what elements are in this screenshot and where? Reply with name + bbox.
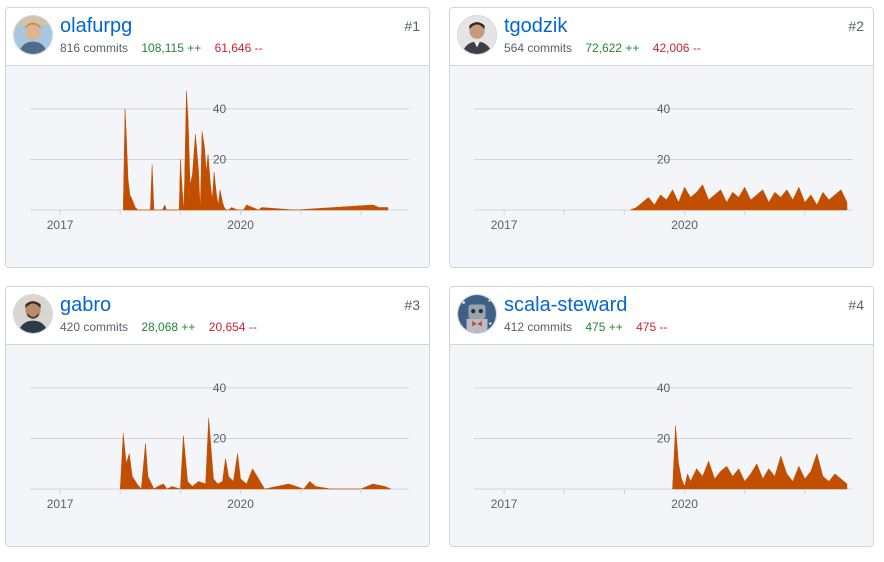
y-tick-label: 20	[213, 152, 227, 166]
contributor-stats: 420 commits 28,068 ++ 20,654 --	[60, 320, 267, 334]
contributor-card: gabro 420 commits 28,068 ++ 20,654 -- #3…	[5, 286, 430, 547]
deletions-count: 42,006 --	[652, 41, 701, 55]
commit-area	[119, 418, 392, 490]
y-tick-label: 20	[657, 431, 671, 445]
card-header: scala-steward 412 commits 475 ++ 475 -- …	[450, 287, 873, 345]
additions-count: 475 ++	[585, 320, 623, 334]
commit-activity-chart: 20 40 2017 2020	[450, 345, 873, 546]
y-tick-label: 40	[657, 381, 671, 395]
avatar-photo-icon	[458, 16, 496, 54]
robot-avatar-icon	[458, 295, 496, 333]
contributor-name-link[interactable]: olafurpg	[60, 15, 133, 37]
y-tick-label: 40	[213, 381, 227, 395]
rank-label: #2	[848, 18, 864, 34]
commit-activity-chart: 20 40 2017 2020	[6, 345, 429, 546]
contributor-stats: 412 commits 475 ++ 475 --	[504, 320, 677, 334]
commit-count[interactable]: 564 commits	[504, 41, 573, 55]
card-header: olafurpg 816 commits 108,115 ++ 61,646 -…	[6, 8, 429, 66]
avatar-photo-icon	[14, 295, 52, 333]
y-tick-label: 20	[657, 152, 671, 166]
x-tick-label: 2017	[491, 218, 518, 232]
contributor-name-link[interactable]: gabro	[60, 294, 112, 316]
additions-count: 72,622 ++	[585, 41, 640, 55]
commit-activity-chart: 20 40 2017 2020	[6, 66, 429, 267]
avatar[interactable]	[457, 15, 497, 55]
contributor-card: scala-steward 412 commits 475 ++ 475 -- …	[449, 286, 874, 547]
contributor-name-link[interactable]: tgodzik	[504, 15, 568, 37]
x-tick-label: 2017	[47, 218, 74, 232]
commit-area	[122, 91, 389, 211]
additions-count: 108,115 ++	[141, 41, 202, 55]
commit-count[interactable]: 816 commits	[60, 41, 129, 55]
card-header: tgodzik 564 commits 72,622 ++ 42,006 -- …	[450, 8, 873, 66]
commit-count[interactable]: 420 commits	[60, 320, 129, 334]
deletions-count: 61,646 --	[214, 41, 263, 55]
rank-label: #3	[404, 297, 420, 313]
contributor-stats: 816 commits 108,115 ++ 61,646 --	[60, 41, 273, 55]
rank-label: #4	[848, 297, 864, 313]
x-tick-label: 2017	[491, 497, 518, 511]
x-tick-label: 2020	[227, 497, 254, 511]
y-tick-label: 40	[213, 102, 227, 116]
x-tick-label: 2020	[671, 497, 698, 511]
contributor-card: olafurpg 816 commits 108,115 ++ 61,646 -…	[5, 7, 430, 268]
x-tick-label: 2020	[671, 218, 698, 232]
y-tick-label: 40	[657, 102, 671, 116]
card-header: gabro 420 commits 28,068 ++ 20,654 -- #3	[6, 287, 429, 345]
rank-label: #1	[404, 18, 420, 34]
deletions-count: 475 --	[636, 320, 668, 334]
commit-area	[672, 425, 848, 490]
deletions-count: 20,654 --	[208, 320, 257, 334]
commit-count[interactable]: 412 commits	[504, 320, 573, 334]
contributor-name-link[interactable]: scala-steward	[504, 294, 628, 316]
avatar[interactable]	[457, 294, 497, 334]
contributor-card: tgodzik 564 commits 72,622 ++ 42,006 -- …	[449, 7, 874, 268]
y-tick-label: 20	[213, 431, 227, 445]
contributor-stats: 564 commits 72,622 ++ 42,006 --	[504, 41, 711, 55]
avatar[interactable]	[13, 294, 53, 334]
commit-area	[630, 184, 848, 211]
x-tick-label: 2017	[47, 497, 74, 511]
x-tick-label: 2020	[227, 218, 254, 232]
commit-activity-chart: 20 40 2017 2020	[450, 66, 873, 267]
additions-count: 28,068 ++	[141, 320, 196, 334]
avatar-photo-icon	[14, 16, 52, 54]
avatar[interactable]	[13, 15, 53, 55]
